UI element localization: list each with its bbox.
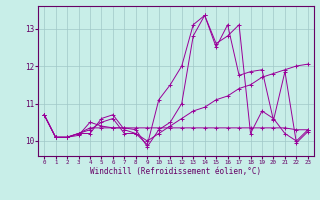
X-axis label: Windchill (Refroidissement éolien,°C): Windchill (Refroidissement éolien,°C) — [91, 167, 261, 176]
